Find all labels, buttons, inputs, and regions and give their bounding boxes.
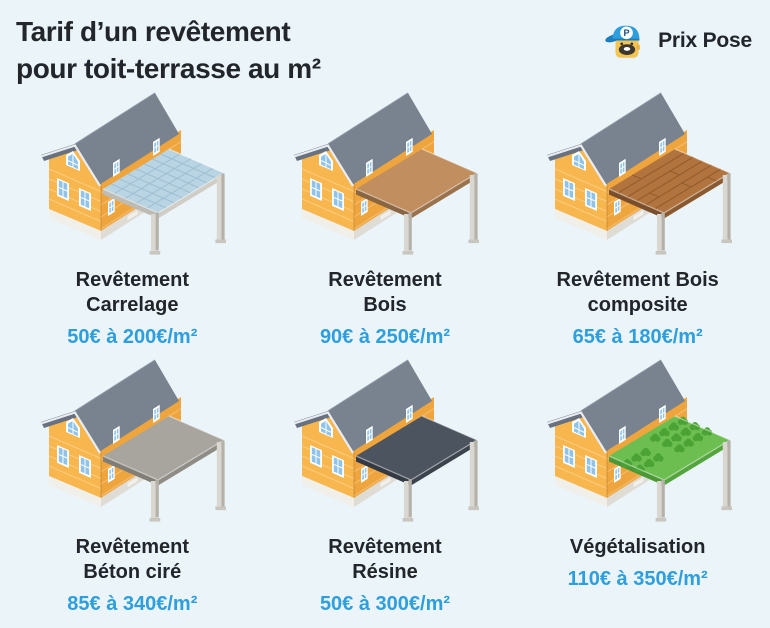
terrace-edge — [355, 456, 411, 486]
card-bois: Revêtement Bois 90€ à 250€/m² — [259, 88, 512, 355]
terrace-edge — [158, 440, 225, 486]
material-name: Revêtement Bois — [328, 269, 442, 316]
terrace-edge — [608, 189, 664, 219]
house-illustration-vegetalisation — [523, 348, 733, 523]
cap-letter: P — [624, 28, 630, 38]
material-price: 110€ à 350€/m² — [567, 568, 708, 590]
house-illustration-bois-composite — [523, 81, 733, 256]
pricing-grid: Revêtement Carrelage 50€ à 200€/m² Revêt… — [0, 88, 770, 622]
material-price: 90€ à 250€/m² — [319, 326, 451, 348]
header: Tarif d’un revêtement pour toit-terrasse… — [0, 0, 770, 87]
material-name: Revêtement Béton ciré — [75, 536, 190, 583]
terrace-edge — [103, 189, 159, 219]
card-resine: Revêtement Résine 50€ à 300€/m² — [259, 355, 512, 622]
terrace-top — [355, 149, 477, 213]
terrace-edge — [663, 440, 730, 486]
material-price: 65€ à 180€/m² — [572, 326, 703, 348]
material-price: 85€ à 340€/m² — [67, 593, 198, 615]
material-name: Revêtement Bois composite — [556, 269, 719, 316]
material-name: Revêtement Carrelage — [75, 269, 190, 316]
card-vegetalisation: Végétalisation 110€ à 350€/m² — [511, 355, 764, 622]
brand-logo: P Prix Pose — [604, 19, 752, 62]
material-price: 50€ à 200€/m² — [67, 326, 198, 348]
terrace-edge — [410, 173, 477, 219]
material-name: Revêtement Résine — [328, 536, 442, 583]
terrace-edge — [158, 173, 225, 219]
mascot-icon: P — [605, 25, 640, 58]
house-illustration-resine — [270, 348, 480, 523]
house-illustration-beton-cire — [17, 348, 227, 523]
terrace-edge — [663, 173, 730, 219]
house-illustration-carrelage — [17, 81, 227, 256]
brand-name: Prix Pose — [658, 28, 752, 52]
terrace-edge — [103, 456, 159, 486]
terrace-top — [103, 416, 225, 480]
terrace-edge — [410, 440, 477, 486]
card-carrelage: Revêtement Carrelage 50€ à 200€/m² — [6, 88, 259, 355]
page-title: Tarif d’un revêtement pour toit-terrasse… — [16, 16, 321, 84]
card-bois-composite: Revêtement Bois composite 65€ à 180€/m² — [511, 88, 764, 355]
terrace-top — [355, 416, 477, 480]
house-illustration-bois — [270, 81, 480, 256]
material-name: Végétalisation — [569, 536, 706, 558]
card-beton-cire: Revêtement Béton ciré 85€ à 340€/m² — [6, 355, 259, 622]
terrace-top — [608, 416, 730, 480]
terrace-edge — [355, 189, 411, 219]
material-price: 50€ à 300€/m² — [319, 593, 451, 615]
